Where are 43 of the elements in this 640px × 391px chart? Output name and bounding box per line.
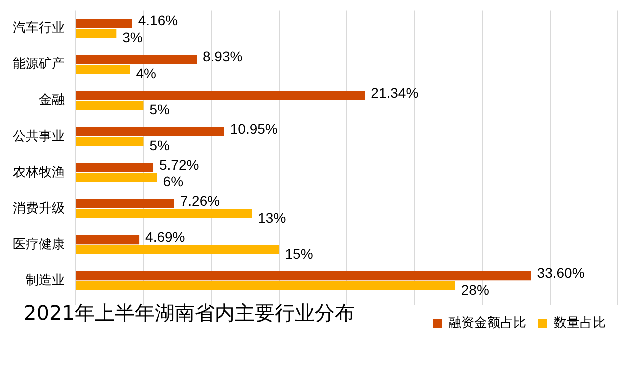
data-label: 4.69%: [146, 228, 186, 245]
bar: [76, 245, 280, 254]
data-label: 4.16%: [138, 12, 178, 29]
data-label: 6%: [163, 174, 184, 190]
data-label: 8.93%: [203, 48, 243, 65]
y-tick-label: 制造业: [26, 273, 65, 288]
data-label: 7.26%: [180, 192, 220, 209]
y-tick-label: 金融: [39, 93, 65, 108]
data-label: 5%: [150, 138, 170, 154]
legend-label: 融资金额占比: [448, 316, 526, 331]
bar: [76, 271, 532, 281]
legend-label: 数量占比: [554, 316, 606, 331]
data-label: 21.34%: [371, 84, 419, 101]
bar: [76, 173, 158, 182]
data-label: 13%: [258, 210, 286, 226]
data-label: 5.72%: [160, 156, 200, 173]
bar: [76, 91, 366, 100]
text: 2021年上半年湖南省内主要行业分布: [24, 300, 355, 327]
bar: [76, 209, 252, 218]
y-tick-label: 汽车行业: [13, 21, 65, 36]
y-tick-label: 医疗健康: [13, 237, 65, 252]
bar: [76, 29, 117, 38]
y-tick-label: 消费升级: [13, 201, 65, 216]
bar: [76, 235, 140, 245]
bar: [76, 281, 456, 290]
data-label: 3%: [122, 30, 143, 46]
data-label: 4%: [136, 66, 156, 82]
bar: [76, 199, 174, 209]
bar: [76, 55, 197, 64]
bar: [76, 137, 144, 146]
y-tick-label: 能源矿产: [13, 57, 65, 72]
bar: [76, 127, 224, 136]
y-tick-label: 农林牧渔: [13, 165, 65, 180]
data-label: 10.95%: [230, 120, 278, 137]
y-tick-label: 公共事业: [13, 129, 65, 144]
bar: [76, 163, 154, 173]
data-label: 15%: [285, 246, 314, 262]
data-label: 33.60%: [537, 264, 585, 281]
data-label: 28%: [461, 282, 490, 298]
bar: [76, 101, 144, 110]
bar: [76, 65, 130, 74]
data-label: 5%: [150, 102, 170, 118]
bar: [76, 19, 132, 28]
